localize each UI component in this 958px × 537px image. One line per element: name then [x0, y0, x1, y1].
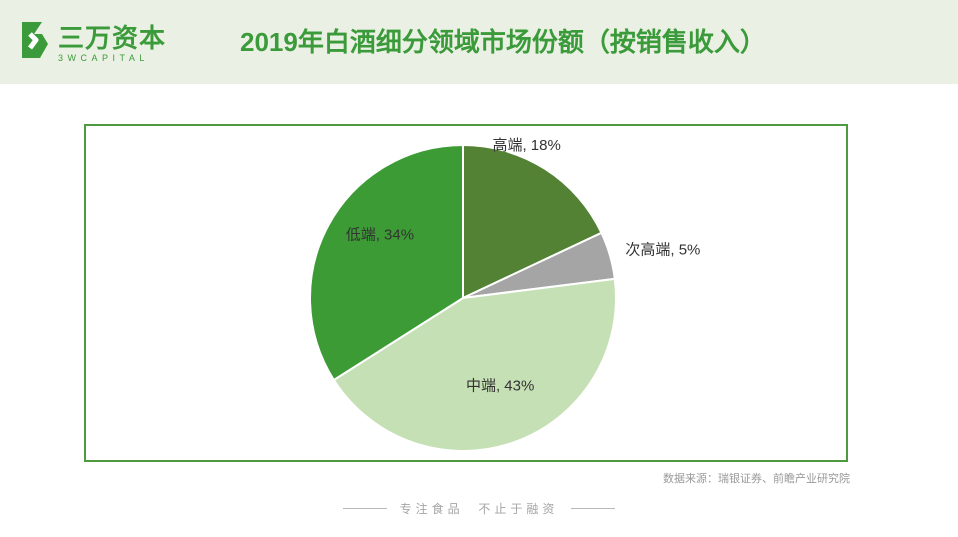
pie-label-2: 次高端, 5%	[625, 241, 700, 258]
pie-slice-3	[332, 277, 617, 452]
pie-chart: 高端, 18% 次高端, 5% 中端, 43% 低端, 34%	[309, 137, 700, 452]
pie-label-4: 低端, 34%	[346, 226, 414, 243]
header-bar: 三万资本 3WCAPITAL 2019年白酒细分领域市场份额（按销售收入）	[0, 0, 958, 84]
chart-frame: 高端, 18% 次高端, 5% 中端, 43% 低端, 34%	[84, 124, 848, 462]
page-title: 2019年白酒细分领域市场份额（按销售收入）	[240, 27, 766, 57]
pie-slice-1	[462, 143, 603, 300]
logo-text: 三万资本	[58, 23, 167, 53]
footer: 专注食品 不止于融资	[0, 500, 958, 520]
pie-label-1: 高端, 18%	[492, 137, 560, 154]
footer-line-left	[343, 508, 388, 510]
pie-label-3: 中端, 43%	[466, 377, 534, 394]
data-source: 数据来源：瑞银证券、前瞻产业研究院	[663, 473, 850, 485]
footer-line-right	[570, 508, 615, 510]
logo-subtext: 3WCAPITAL	[58, 53, 149, 63]
pie-slice-4	[309, 143, 464, 382]
logo-icon	[22, 22, 48, 58]
footer-slogan: 专注食品 不止于融资	[399, 502, 559, 517]
